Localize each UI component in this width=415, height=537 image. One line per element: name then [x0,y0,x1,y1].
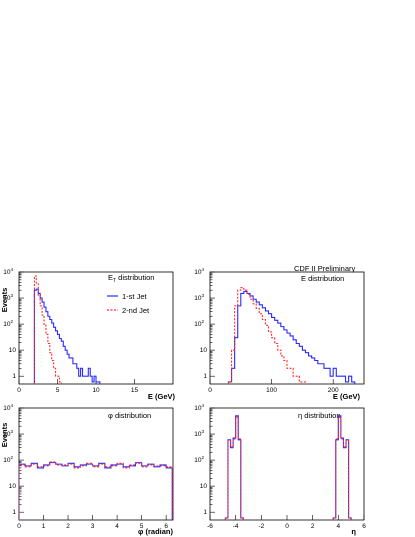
panel-et-title: ET distribution [108,273,154,284]
y-tick-label: 10 [200,483,208,490]
panel-e-plot: 0 100 200 1 10 102 103 104 [194,267,365,394]
cdf-preliminary-label: CDF II Preliminary [294,264,356,273]
x-tick-label: 6 [164,523,168,530]
panel-et-ylabel: Events [0,288,9,313]
y-tick-label: 1 [12,509,16,516]
x-tick-label: -4 [233,523,239,530]
x-tick-label: 0 [208,387,212,394]
series-1st-jet-line [19,462,173,520]
x-tick-label: 0 [17,387,21,394]
y-tick-label: 1 [12,373,16,380]
y-tick-label: 1 [203,509,207,516]
x-tick-label: 15 [131,387,139,394]
x-tick-label: 4 [115,523,119,530]
x-tick-label: -2 [258,523,264,530]
legend-label-2nd-jet: 2-nd Jet [122,306,150,315]
panel-et-xlabel: E (GeV) [148,392,176,401]
legend: 1-st Jet 2-nd Jet [107,292,150,315]
x-tick-label: 4 [337,523,341,530]
series-1st-jet-line [227,290,356,384]
y-tick-label: 103 [3,293,13,302]
y-tick-label: 10 [9,483,17,490]
y-tick-label: 103 [194,293,204,302]
x-tick-label: 0 [285,523,289,530]
y-tick-label: 102 [3,319,13,328]
panel-eta-title: η distribution [298,411,341,420]
series-2nd-jet-line [224,416,352,520]
y-tick-label: 10 [200,347,208,354]
y-tick-label: 103 [194,429,204,438]
y-tick-label: 102 [194,455,204,464]
x-tick-label: 200 [328,387,339,394]
x-tick-label: 2 [66,523,70,530]
panel-phi: Events φ distribution 0 1 2 3 4 5 611010210310… [0,403,174,536]
series-2nd-jet-line [33,275,62,384]
panel-e-title: E distribution [301,274,344,283]
panel-e-xlabel: E (GeV) [333,392,361,401]
plot-frame [18,271,174,385]
x-tick-label: 1 [42,523,46,530]
panel-et: Events ET distribution 0 5 10 15 1 10 102 103 10… [0,267,175,401]
y-tick-label: 1 [203,373,207,380]
y-tick-label: 104 [194,267,204,276]
y-tick-label: 104 [3,267,13,276]
series-2nd-jet-line [227,287,307,384]
y-tick-label: 104 [194,403,204,412]
x-tick-label: 5 [140,523,144,530]
panel-et-plot: 0 5 10 15 1 10 102 103 104 [3,267,174,394]
y-tick-label: 102 [194,319,204,328]
x-tick-label: 6 [362,523,366,530]
x-tick-label: 10 [92,387,100,394]
y-tick-label: 104 [3,403,13,412]
series-1st-jet-line [224,415,352,520]
plot-frame [209,271,365,385]
x-tick-label: 2 [311,523,315,530]
x-tick-label: -6 [207,523,213,530]
panel-phi-ylabel: Events [0,423,9,448]
series-1st-jet-line [33,288,101,384]
x-tick-label: 0 [17,523,21,530]
y-tick-label: 102 [3,455,13,464]
series-2nd-jet-line [19,461,173,520]
y-tick-label: 103 [3,429,13,438]
panel-eta-plot: -6 -4 -2 0 2 4 6 1 10 102 103 104 [194,403,366,530]
panel-eta: η distribution -6 -4 -2 0 2 4 6 1 10 102 103 104 η [194,403,366,536]
legend-label-1st-jet: 1-st Jet [122,292,148,301]
panel-eta-xlabel: η [351,527,356,536]
x-tick-label: 5 [56,387,60,394]
panel-phi-title: φ distribution [108,411,151,420]
x-tick-label: 3 [91,523,95,530]
panel-e: CDF II Preliminary E distribution 0 100 20… [194,264,365,401]
panel-phi-xlabel: φ (radian) [138,527,173,536]
x-tick-label: 100 [266,387,277,394]
y-tick-label: 10 [9,347,17,354]
